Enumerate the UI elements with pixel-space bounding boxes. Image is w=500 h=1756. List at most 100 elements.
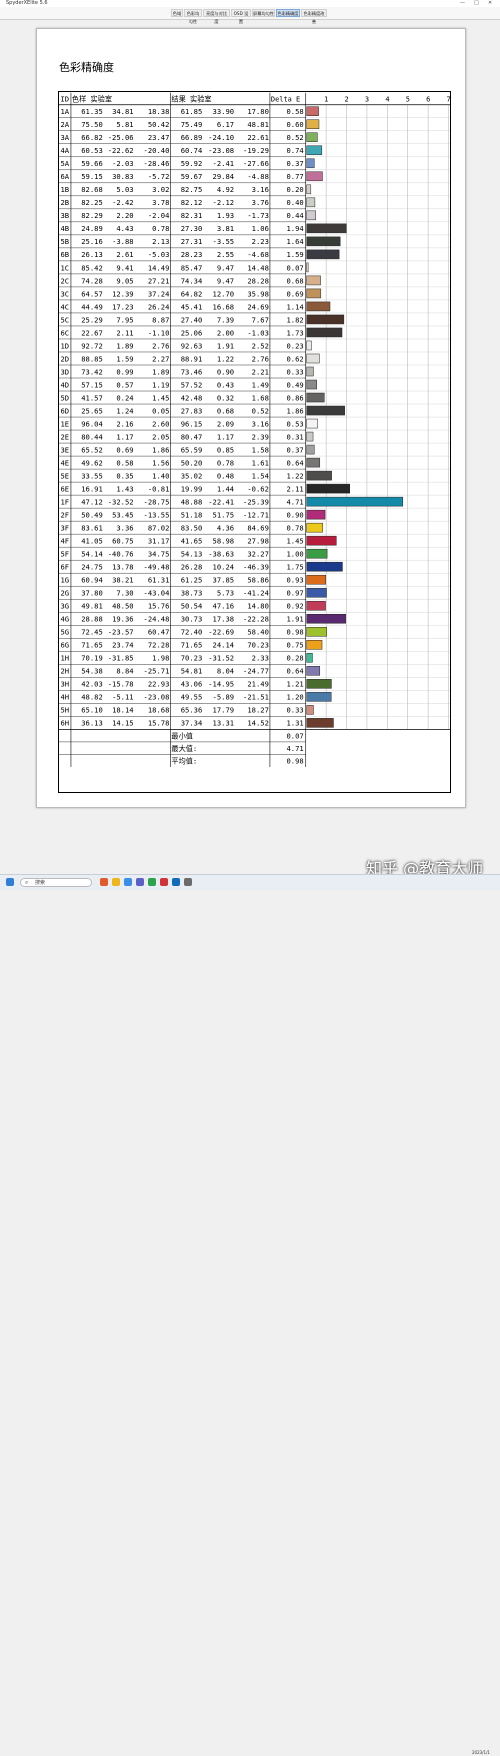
row-id: 1E: [60, 419, 69, 428]
tab-2[interactable]: 亮度与对比度: [203, 9, 230, 24]
tab-3[interactable]: OSD 设置: [231, 9, 251, 24]
delta-value: 0.98: [287, 628, 304, 637]
row-id: 2A: [60, 120, 69, 129]
app-icon[interactable]: [148, 878, 156, 886]
search-input[interactable]: ⌕ 搜索: [20, 878, 92, 887]
delta-bar: [306, 106, 319, 116]
app-icon-3[interactable]: [172, 878, 180, 886]
sample-value: 49.62: [81, 458, 103, 467]
sample-value: 3.02: [152, 185, 169, 194]
delta-value: 1.00: [287, 550, 304, 559]
sample-value: 2.61: [116, 250, 133, 259]
row-id: 1D: [60, 341, 69, 350]
result-value: 0.85: [217, 445, 234, 454]
result-value: 24.14: [213, 641, 235, 650]
sample-value: -5.72: [148, 172, 170, 181]
row-id: 6D: [60, 406, 69, 415]
result-value: -27.66: [243, 159, 269, 168]
result-value: 33.90: [213, 107, 235, 116]
result-value: 13.31: [213, 719, 235, 728]
scale-tick-label-1: 1: [324, 96, 328, 104]
tab-1[interactable]: 色彩均匀性: [184, 9, 202, 24]
result-value: 1.93: [217, 211, 234, 220]
maximize-button[interactable]: □: [474, 0, 479, 6]
result-value: 17.38: [213, 615, 235, 624]
sample-value: 38.21: [112, 576, 134, 585]
result-value: -24.77: [243, 667, 269, 676]
result-value: 70.23: [181, 654, 203, 663]
row-id: 6F: [60, 563, 69, 572]
result-value: 4.92: [217, 185, 234, 194]
delta-bar: [306, 340, 312, 351]
browser-icon[interactable]: [100, 878, 108, 886]
row-id: 6G: [60, 641, 69, 650]
result-value: 1.68: [252, 393, 269, 402]
sample-value: 22.67: [81, 328, 103, 337]
tab-4[interactable]: 屏幕均匀性: [252, 9, 275, 17]
result-value: -5.89: [213, 693, 235, 702]
sample-value: 1.59: [116, 354, 133, 363]
row-id: 4F: [60, 537, 69, 546]
delta-bar: [306, 561, 343, 572]
search-placeholder: 搜索: [35, 880, 46, 886]
sample-value: 37.24: [148, 289, 170, 298]
result-value: -46.39: [243, 563, 269, 572]
sample-value: 0.69: [116, 445, 133, 454]
sample-value: 28.88: [81, 615, 103, 624]
result-value: 85.47: [181, 263, 203, 272]
result-value: -2.41: [213, 159, 235, 168]
sample-value: -32.52: [108, 497, 134, 506]
app-icon-2[interactable]: [160, 878, 168, 886]
delta-bar: [306, 587, 327, 598]
result-value: 4.36: [217, 524, 234, 533]
minimize-button[interactable]: —: [460, 0, 465, 6]
delta-bar: [306, 171, 323, 182]
close-button[interactable]: ✕: [488, 0, 493, 6]
tab-6[interactable]: 色彩精度改善: [301, 9, 327, 24]
result-value: 14.48: [247, 263, 269, 272]
result-value: -0.62: [247, 484, 269, 493]
summary-label: 最大值:: [171, 744, 197, 753]
row-id: 3F: [60, 524, 69, 533]
sample-value: 4.43: [116, 224, 133, 233]
result-value: 70.23: [247, 641, 269, 650]
result-value: 1.49: [252, 380, 269, 389]
delta-value: 0.60: [287, 120, 304, 129]
app-title: SpyderXElite 5.6: [6, 0, 48, 6]
sample-value: 15.76: [148, 602, 170, 611]
mail-icon[interactable]: [124, 878, 132, 886]
row-id: 4C: [60, 302, 69, 311]
delta-value: 1.94: [287, 224, 304, 233]
delta-bar: [306, 405, 345, 416]
delta-value: 0.49: [287, 380, 304, 389]
result-value: 48.81: [247, 120, 269, 129]
result-value: 37.34: [181, 719, 203, 728]
folder-icon[interactable]: [112, 878, 120, 886]
result-value: 1.61: [252, 458, 269, 467]
tab-5[interactable]: 色彩精确度: [276, 9, 300, 17]
result-value: 35.02: [181, 471, 203, 480]
sample-value: 13.78: [112, 563, 134, 572]
delta-bar: [306, 184, 312, 195]
row-id: 5B: [60, 237, 69, 246]
delta-value: 0.40: [287, 198, 304, 207]
result-value: 71.65: [181, 641, 203, 650]
row-id: 5G: [60, 628, 69, 637]
sample-value: 31.17: [148, 537, 170, 546]
result-value: 2.55: [217, 250, 234, 259]
delta-bar: [306, 431, 314, 442]
result-value: 1.54: [252, 471, 269, 480]
result-value: -4.68: [247, 250, 269, 259]
delta-bar: [306, 483, 351, 494]
sample-value: 75.50: [81, 120, 103, 129]
spyder-icon[interactable]: [184, 878, 192, 886]
result-value: 16.68: [213, 302, 235, 311]
start-icon[interactable]: [6, 878, 14, 886]
teams-icon[interactable]: [136, 878, 144, 886]
row-id: 5D: [60, 393, 69, 402]
row-id: 1G: [60, 576, 69, 585]
result-value: 38.73: [181, 589, 203, 598]
tab-0[interactable]: 色域: [171, 9, 183, 17]
delta-bar: [306, 197, 316, 208]
result-value: 6.17: [217, 120, 234, 129]
